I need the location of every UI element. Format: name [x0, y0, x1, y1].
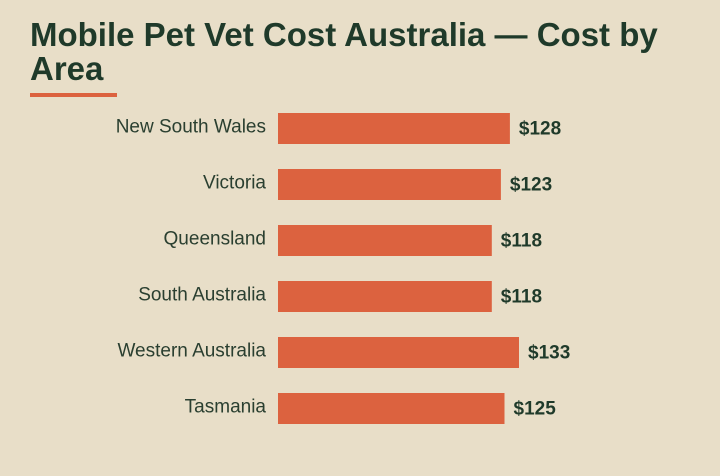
- value-label: $133: [528, 343, 570, 364]
- value-label: $123: [510, 175, 552, 196]
- bar: [278, 113, 510, 144]
- title-underline: [30, 93, 117, 97]
- category-label: Queensland: [164, 229, 266, 250]
- value-label: $125: [514, 399, 557, 420]
- bar: [278, 281, 492, 312]
- bar: [278, 337, 519, 368]
- bar: [278, 225, 492, 256]
- value-label: $128: [519, 119, 561, 140]
- category-label: Tasmania: [185, 397, 267, 418]
- value-label: $118: [501, 287, 542, 308]
- chart-title: Mobile Pet Vet Cost Australia — Cost by …: [30, 16, 658, 87]
- category-label: Western Australia: [117, 341, 266, 362]
- category-label: South Australia: [138, 285, 266, 306]
- category-label: Victoria: [203, 173, 266, 194]
- category-label: New South Wales: [116, 117, 266, 138]
- bar: [278, 393, 505, 424]
- value-label: $118: [501, 231, 542, 252]
- bar: [278, 169, 501, 200]
